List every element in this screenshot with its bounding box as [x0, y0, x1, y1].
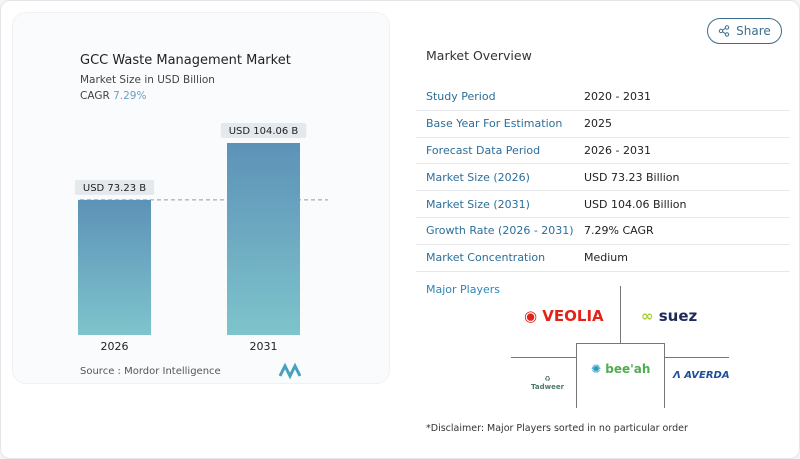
row-value: Medium — [584, 251, 628, 265]
overview-row: Market Size (2026) USD 73.23 Billion — [416, 164, 790, 192]
divider — [620, 286, 621, 344]
overview-row: Study Period 2020 - 2031 — [416, 84, 790, 111]
share-icon — [718, 25, 730, 37]
divider — [664, 343, 665, 408]
chart-card — [12, 12, 390, 384]
overview-table: Study Period 2020 - 2031 Base Year For Est… — [416, 84, 790, 272]
overview-row: Growth Rate (2026 - 2031) 7.29% CAGR — [416, 218, 790, 245]
players-title: Major Players — [426, 283, 500, 296]
row-value: 2025 — [584, 117, 612, 131]
overview-row: Market Size (2031) USD 104.06 Billion — [416, 191, 790, 218]
row-label: Growth Rate (2026 - 2031) — [426, 224, 574, 238]
data-label: USD 73.23 B — [83, 183, 146, 194]
row-value: USD 73.23 Billion — [584, 170, 680, 184]
divider — [511, 357, 576, 358]
row-label: Forecast Data Period — [426, 143, 541, 157]
suez-logo: ∞ suez — [641, 307, 698, 325]
x-tick-label: 2026 — [101, 340, 129, 353]
data-label-bg — [74, 179, 155, 195]
cagr: CAGR 7.29% — [80, 90, 146, 102]
x-tick-label: 2031 — [250, 340, 278, 353]
mordor-logo — [278, 362, 302, 380]
row-label: Market Size (2026) — [426, 170, 530, 184]
row-value: USD 104.06 Billion — [584, 197, 687, 211]
tadweer-logo: ♻ Tadweer — [531, 375, 565, 391]
averda-logo: Λ AVERDA — [673, 370, 730, 381]
chart-subtitle: Market Size in USD Billion — [80, 74, 215, 86]
data-label-bg — [220, 123, 307, 138]
cagr-value: 7.29% — [113, 90, 147, 102]
bar-chart: USD 73.23 B 2026 USD 104.06 B 2031 — [74, 123, 328, 353]
divider — [576, 343, 577, 408]
source: Source : Mordor Intelligence — [80, 366, 221, 377]
data-label: USD 104.06 B — [229, 126, 299, 137]
veolia-logo: ◉ VEOLIA — [524, 307, 604, 325]
row-label: Market Concentration — [426, 251, 546, 265]
row-label: Base Year For Estimation — [426, 117, 563, 131]
overview-row: Forecast Data Period 2026 - 2031 — [416, 138, 790, 165]
bar-2031 — [227, 143, 300, 335]
beeah-logo: ✺ bee'ah — [591, 362, 651, 376]
overview-title: Market Overview — [426, 48, 532, 63]
bar-2026 — [78, 199, 151, 335]
chart-title: GCC Waste Management Market — [80, 53, 291, 68]
share-button[interactable]: Share — [707, 18, 782, 44]
row-label: Study Period — [426, 90, 496, 104]
row-value: 2020 - 2031 — [584, 90, 651, 104]
divider — [576, 343, 664, 344]
divider — [664, 357, 729, 358]
disclaimer: *Disclaimer: Major Players sorted in no … — [426, 423, 688, 434]
overview-row: Market Concentration Medium — [416, 245, 790, 272]
row-value: 7.29% CAGR — [584, 224, 654, 238]
cagr-label: CAGR — [80, 90, 110, 102]
share-label: Share — [736, 24, 771, 38]
row-value: 2026 - 2031 — [584, 143, 651, 157]
row-label: Market Size (2031) — [426, 197, 530, 211]
overview-row: Base Year For Estimation 2025 — [416, 111, 790, 138]
